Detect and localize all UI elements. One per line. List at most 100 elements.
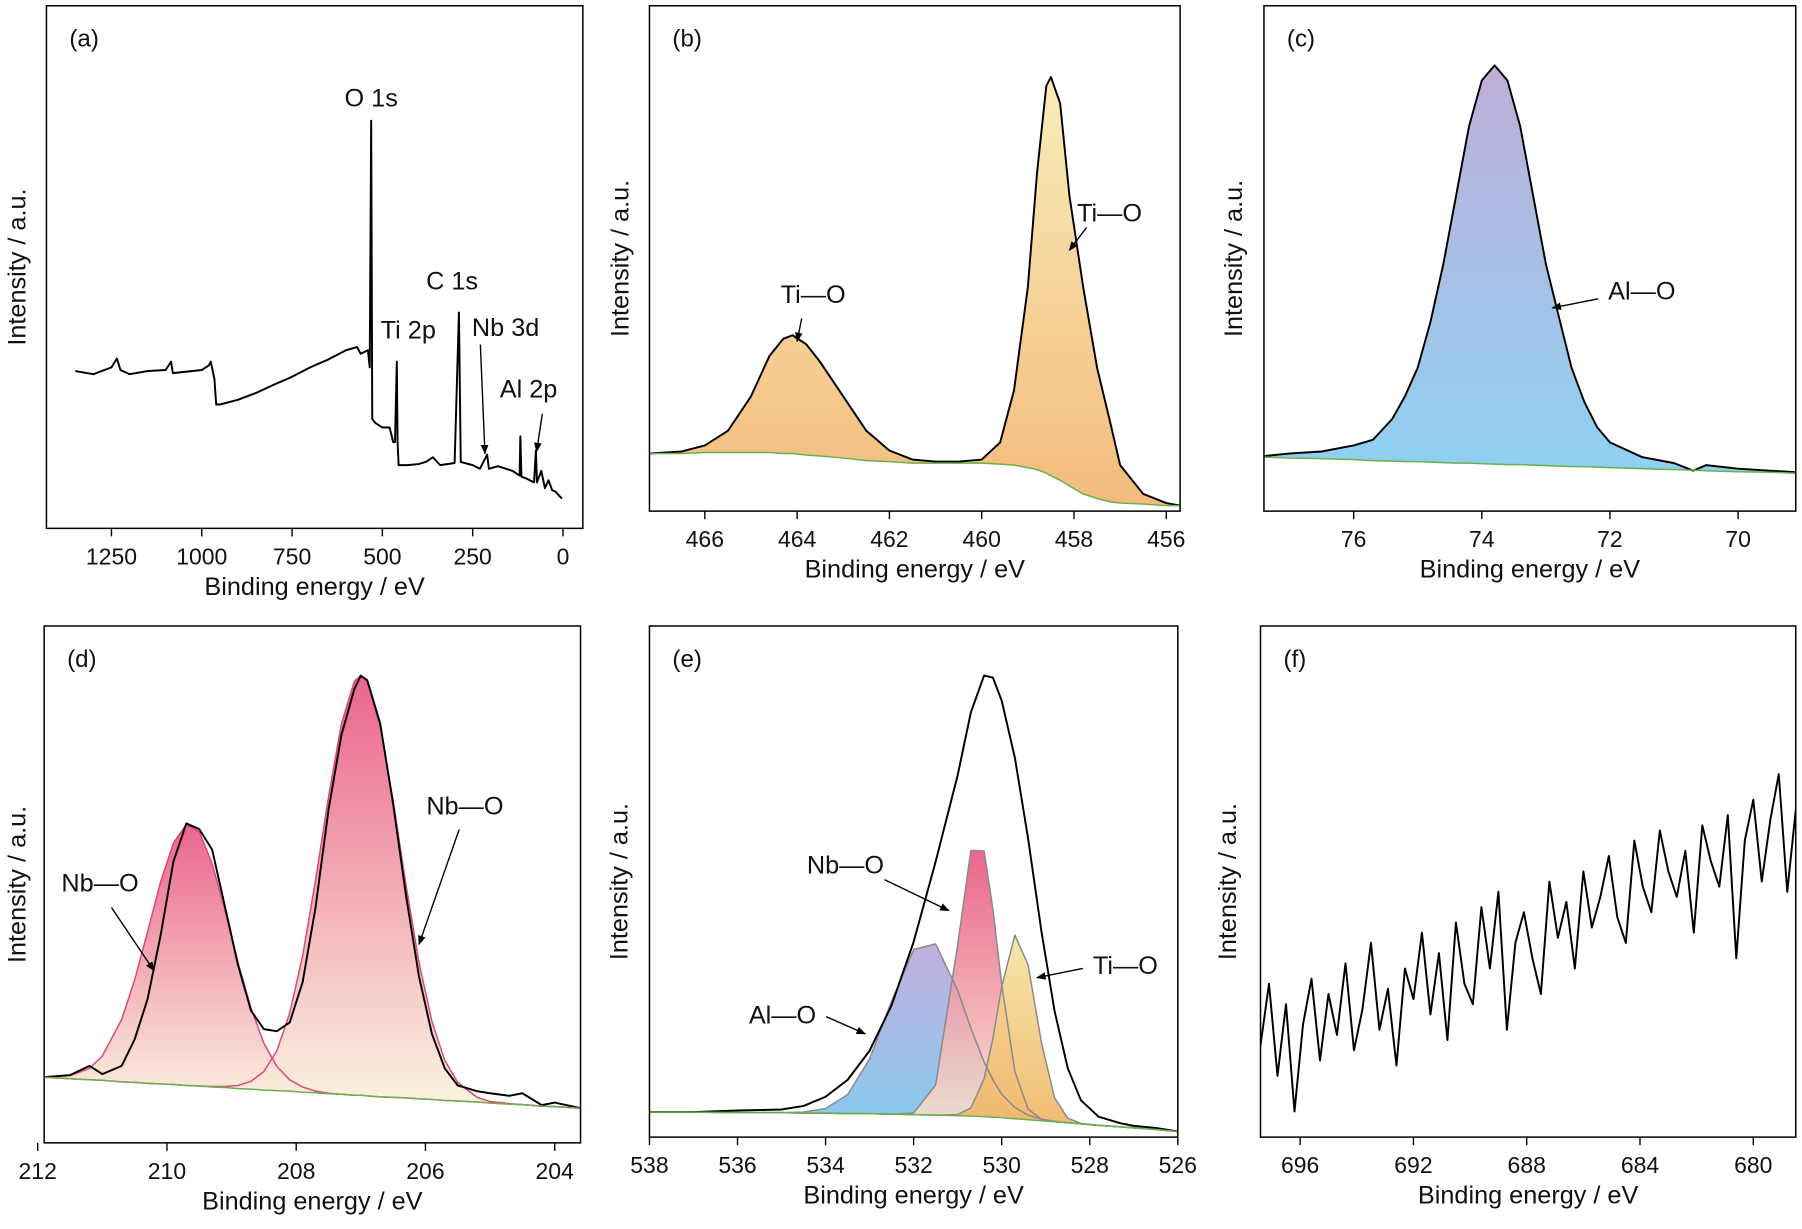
spectrum-line bbox=[649, 674, 1178, 1133]
x-tick-label: 210 bbox=[148, 1158, 186, 1184]
component-area bbox=[44, 824, 581, 1109]
peak-arrow bbox=[825, 1016, 867, 1035]
x-tick-label: 458 bbox=[1055, 526, 1093, 552]
plot-area bbox=[1260, 773, 1796, 1113]
panel: 466 464 462 460 458 456 (b) Binding energy / eV… bbox=[607, 4, 1185, 584]
y-axis-title: Intensity / a.u. bbox=[607, 180, 635, 337]
panel-label: (a) bbox=[69, 26, 98, 53]
x-tick-label: 208 bbox=[277, 1158, 315, 1184]
x-tick-label: 76 bbox=[1341, 526, 1367, 552]
panel: 538 536 534 532 530 528 526 (e) Binding energy /… bbox=[605, 625, 1197, 1210]
x-tick-label: 692 bbox=[1394, 1152, 1432, 1178]
x-tick-label: 538 bbox=[630, 1152, 668, 1178]
x-tick-label: 74 bbox=[1469, 526, 1495, 552]
x-tick-label: 684 bbox=[1621, 1152, 1660, 1178]
x-tick-label: 750 bbox=[273, 543, 311, 569]
plot-area bbox=[44, 674, 581, 1110]
x-tick-label: 536 bbox=[718, 1152, 756, 1178]
peak-label: Al—O bbox=[1608, 278, 1675, 306]
peak-label: Al 2p bbox=[500, 375, 558, 403]
x-tick-label: 534 bbox=[806, 1152, 845, 1178]
x-axis-title: Binding energy / eV bbox=[1418, 1182, 1639, 1210]
spectrum-line bbox=[649, 76, 1181, 507]
x-tick-label: 688 bbox=[1508, 1152, 1546, 1178]
x-axis-title: Binding energy / eV bbox=[805, 556, 1026, 584]
spectrum-line bbox=[1260, 773, 1796, 1113]
x-tick-label: 460 bbox=[963, 526, 1001, 552]
peak-label: Nb—O bbox=[807, 852, 884, 880]
fit-line bbox=[649, 1111, 1178, 1133]
peak-label: Ti—O bbox=[1077, 199, 1142, 227]
peak-arrow bbox=[479, 344, 489, 455]
peak-label: Nb—O bbox=[61, 869, 138, 897]
panel-label: (d) bbox=[67, 646, 96, 673]
peak-label: C 1s bbox=[426, 267, 478, 295]
plot-frame bbox=[648, 625, 1179, 1138]
peak-arrow bbox=[534, 413, 544, 453]
panel: 76 74 72 70 (c) Binding energy / eV Intensity … bbox=[1220, 4, 1797, 584]
x-tick-label: 212 bbox=[19, 1158, 57, 1184]
panel-label: (e) bbox=[672, 646, 701, 673]
peak-arrow bbox=[1035, 967, 1083, 980]
panel-label: (f) bbox=[1283, 646, 1306, 673]
plot-area bbox=[649, 76, 1181, 507]
peak-label: Nb 3d bbox=[472, 314, 539, 342]
y-axis-title: Intensity / a.u. bbox=[4, 806, 32, 963]
y-axis-title: Intensity / a.u. bbox=[1220, 180, 1248, 337]
x-tick-label: 526 bbox=[1159, 1152, 1197, 1178]
x-tick-label: 456 bbox=[1147, 526, 1185, 552]
x-tick-label: 532 bbox=[894, 1152, 932, 1178]
x-tick-label: 206 bbox=[406, 1158, 444, 1184]
peak-arrow bbox=[1551, 298, 1599, 311]
x-tick-label: 72 bbox=[1597, 526, 1623, 552]
x-tick-label: 696 bbox=[1281, 1152, 1319, 1178]
x-tick-label: 204 bbox=[536, 1158, 575, 1184]
component-area bbox=[649, 943, 1178, 1132]
peak-arrow bbox=[795, 318, 803, 343]
x-tick-label: 0 bbox=[557, 543, 570, 569]
plot-frame bbox=[648, 4, 1181, 512]
panel: 696 692 688 684 680 (f) Binding energy / eV Int… bbox=[1214, 625, 1797, 1210]
panel-label: (b) bbox=[672, 26, 701, 53]
peak-arrow bbox=[1068, 226, 1088, 252]
plot-area bbox=[1263, 64, 1796, 474]
fit-line bbox=[1263, 456, 1796, 474]
plot-frame bbox=[1263, 4, 1797, 512]
x-tick-label: 462 bbox=[870, 526, 908, 552]
peak-label: Nb—O bbox=[426, 792, 503, 820]
plot-frame bbox=[1259, 625, 1797, 1138]
peak-label: Ti 2p bbox=[381, 316, 436, 344]
x-tick-label: 250 bbox=[454, 543, 492, 569]
x-tick-label: 1000 bbox=[176, 543, 227, 569]
peak-arrow bbox=[110, 907, 155, 972]
x-axis-title: Binding energy / eV bbox=[1420, 556, 1641, 584]
component-area bbox=[649, 935, 1178, 1132]
peak-label: Al—O bbox=[749, 1001, 816, 1029]
peak-arrow bbox=[884, 879, 950, 912]
peak-label: Ti—O bbox=[781, 281, 846, 309]
component-area bbox=[44, 675, 581, 1109]
peak-label: Ti—O bbox=[1093, 952, 1158, 980]
plot-area bbox=[75, 119, 563, 500]
x-tick-label: 1250 bbox=[86, 543, 137, 569]
spectrum-line bbox=[75, 119, 563, 500]
spectrum-line bbox=[1263, 64, 1796, 474]
panel: 1250 1000 750 500 250 0 (a) Binding energy / eV… bbox=[4, 4, 584, 601]
x-axis-title: Binding energy / eV bbox=[803, 1182, 1024, 1210]
x-tick-label: 500 bbox=[363, 543, 401, 569]
fit-line bbox=[649, 451, 1181, 507]
x-tick-label: 530 bbox=[983, 1152, 1021, 1178]
plot-frame bbox=[43, 625, 582, 1144]
spectrum-line bbox=[44, 674, 581, 1110]
panel: 212 210 208 206 204 (d) Binding energy / eV Int… bbox=[4, 625, 582, 1215]
component-area bbox=[649, 77, 1181, 506]
panel-label: (c) bbox=[1287, 26, 1315, 53]
y-axis-title: Intensity / a.u. bbox=[605, 803, 633, 960]
x-axis-title: Binding energy / eV bbox=[202, 1187, 423, 1215]
x-tick-label: 466 bbox=[686, 526, 724, 552]
x-axis-title: Binding energy / eV bbox=[204, 573, 425, 601]
x-tick-label: 464 bbox=[778, 526, 817, 552]
plot-frame bbox=[45, 4, 584, 530]
peak-label: O 1s bbox=[345, 85, 398, 113]
y-axis-title: Intensity / a.u. bbox=[1214, 803, 1242, 960]
